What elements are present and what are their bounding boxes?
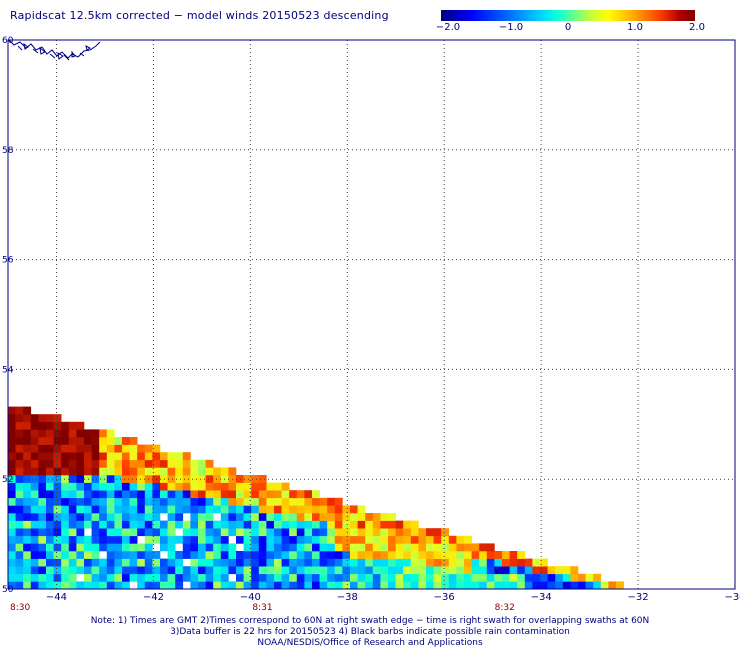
time-marker: 8:32 <box>495 603 515 613</box>
lon-tick-label: −30 <box>724 592 740 603</box>
colorbar-label-max: 2.0 <box>689 22 705 33</box>
color-scale-bar <box>441 10 695 21</box>
footnotes: Note: 1) Times are GMT 2)Times correspon… <box>0 616 740 649</box>
swath-time-markers: 8:30 8:31 8:32 <box>10 603 515 613</box>
colorbar-label-minus1: −1.0 <box>498 22 524 33</box>
wind-difference-map: −44 −42 −40 −38 −36 −34 −32 −30 50 52 54 56 58 60 8:3… <box>2 36 740 613</box>
lat-tick-label: 50 <box>2 585 14 595</box>
lat-tick-label: 54 <box>2 365 14 375</box>
lon-tick-label: −34 <box>531 592 552 603</box>
swath-data-layer <box>8 406 624 590</box>
lat-tick-label: 56 <box>2 256 14 266</box>
lon-tick-label: −32 <box>628 592 649 603</box>
lon-tick-label: −40 <box>240 592 261 603</box>
footnote-line-2: 3)Data buffer is 22 hrs for 20150523 4) … <box>170 627 570 637</box>
footnote-line-1: Note: 1) Times are GMT 2)Times correspon… <box>90 616 650 626</box>
map-frame <box>7 39 736 590</box>
time-marker: 8:31 <box>252 603 272 613</box>
colorbar-label-zero: 0 <box>564 22 572 33</box>
map-title: Rapidscat 12.5km corrected − model winds… <box>10 9 389 22</box>
lat-tick-label: 60 <box>2 36 14 46</box>
axis-tick-labels: −44 −42 −40 −38 −36 −34 −32 −30 50 52 54 56 58 60 <box>2 36 740 603</box>
footnote-line-3: NOAA/NESDIS/Office of Research and Appli… <box>257 638 483 648</box>
lon-tick-label: −42 <box>143 592 164 603</box>
lat-tick-label: 52 <box>2 475 13 485</box>
lon-tick-label: −38 <box>337 592 358 603</box>
colorbar-label-plus1: 1.0 <box>627 22 643 33</box>
time-marker: 8:30 <box>10 603 30 613</box>
colorbar-label-min: −2.0 <box>435 22 461 33</box>
lat-tick-label: 58 <box>2 146 14 156</box>
lon-tick-label: −44 <box>46 592 67 603</box>
coastline <box>8 39 101 61</box>
lon-tick-label: −36 <box>434 592 455 603</box>
